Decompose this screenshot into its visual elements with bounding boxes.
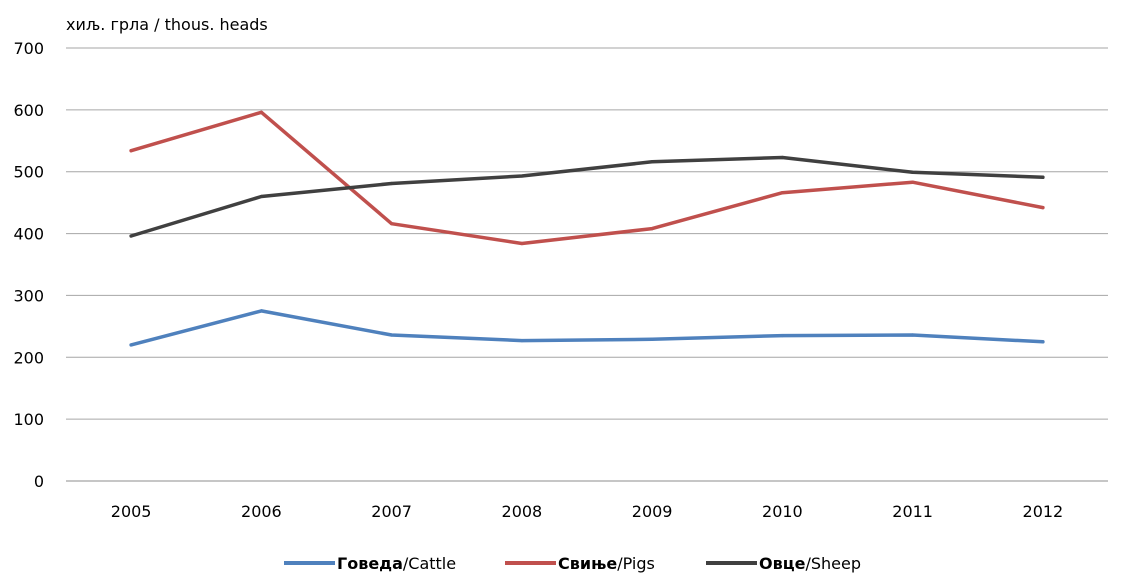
y-tick-label: 200 bbox=[13, 348, 44, 367]
grid-lines bbox=[66, 47, 1108, 482]
legend-label-pigs: Свиње/Pigs bbox=[558, 554, 655, 573]
x-tick-label: 2009 bbox=[632, 502, 673, 521]
data-point-cattle bbox=[911, 333, 915, 337]
legend-label-en: Sheep bbox=[811, 554, 861, 573]
data-point-cattle bbox=[780, 334, 784, 338]
y-tick-label: 600 bbox=[13, 101, 44, 120]
series-line-cattle bbox=[129, 309, 1045, 347]
legend-label-sep: / bbox=[403, 554, 409, 573]
y-tick-label: 400 bbox=[13, 225, 44, 244]
legend-label-sep: / bbox=[617, 554, 623, 573]
series-lines bbox=[129, 110, 1045, 347]
legend-label-cattle: Говеда/Cattle bbox=[337, 554, 456, 573]
x-tick-label: 2008 bbox=[502, 502, 543, 521]
data-point-sheep bbox=[911, 170, 915, 174]
data-point-pigs bbox=[780, 191, 784, 195]
data-point-sheep bbox=[650, 160, 654, 164]
unit-label: хиљ. грла / thous. heads bbox=[66, 15, 268, 34]
x-tick-label: 2007 bbox=[371, 502, 412, 521]
data-point-pigs bbox=[520, 241, 524, 246]
data-point-cattle bbox=[650, 337, 654, 341]
data-point-pigs bbox=[259, 110, 263, 114]
data-point-pigs bbox=[129, 149, 133, 153]
data-point-cattle bbox=[390, 333, 394, 337]
legend-label-sheep: Овце/Sheep bbox=[759, 554, 861, 573]
data-point-sheep bbox=[520, 174, 524, 178]
legend-label-cyr: Свиње bbox=[558, 554, 617, 573]
legend-label-cyr: Овце bbox=[759, 554, 806, 573]
y-axis-ticks: 0 100 200 300 400 500 600 700 bbox=[13, 39, 44, 491]
data-point-pigs bbox=[911, 180, 915, 184]
data-point-sheep bbox=[780, 155, 784, 160]
y-tick-label: 500 bbox=[13, 163, 44, 182]
x-tick-label: 2012 bbox=[1023, 502, 1064, 521]
x-tick-label: 2006 bbox=[241, 502, 282, 521]
legend-label-en: Pigs bbox=[623, 554, 655, 573]
data-point-cattle bbox=[259, 309, 263, 313]
legend-label-en: Cattle bbox=[408, 554, 456, 573]
x-axis-ticks: 2005 2006 2007 2008 2009 2010 2011 2012 bbox=[111, 502, 1063, 521]
data-point-pigs bbox=[1041, 205, 1045, 210]
y-tick-label: 700 bbox=[13, 39, 44, 58]
x-tick-label: 2005 bbox=[111, 502, 152, 521]
series-line-sheep bbox=[129, 155, 1045, 238]
data-point-pigs bbox=[650, 227, 654, 231]
data-point-cattle bbox=[129, 343, 133, 347]
data-point-sheep bbox=[390, 181, 394, 186]
legend-label-sep: / bbox=[805, 554, 811, 573]
y-tick-label: 100 bbox=[13, 410, 44, 429]
data-point-cattle bbox=[1041, 340, 1045, 344]
y-tick-label: 300 bbox=[13, 286, 44, 305]
y-tick-label: 0 bbox=[34, 472, 44, 491]
data-point-sheep bbox=[1041, 175, 1045, 179]
legend-label-cyr: Говеда bbox=[337, 554, 403, 573]
data-point-pigs bbox=[390, 222, 394, 226]
x-tick-label: 2011 bbox=[892, 502, 933, 521]
legend: Говеда/Cattle Свиње/Pigs Овце/Sheep bbox=[284, 554, 861, 573]
data-point-sheep bbox=[129, 234, 133, 238]
x-tick-label: 2010 bbox=[762, 502, 803, 521]
data-point-sheep bbox=[259, 194, 263, 199]
series-line-pigs bbox=[129, 110, 1045, 246]
data-point-cattle bbox=[520, 338, 524, 343]
